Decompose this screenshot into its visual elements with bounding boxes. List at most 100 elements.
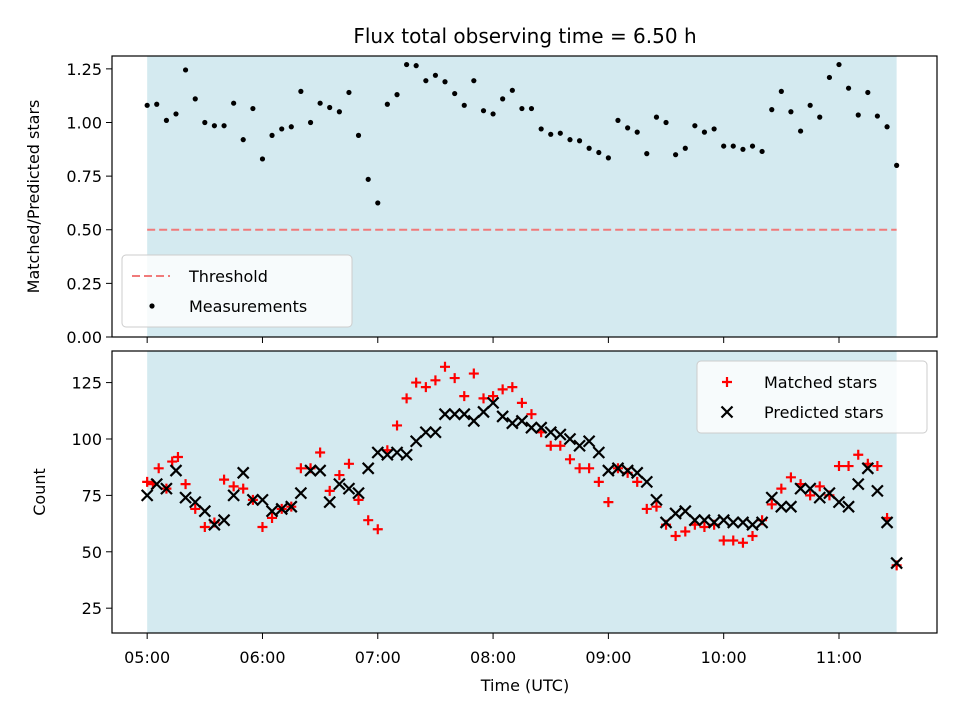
count-point	[265, 504, 279, 518]
count-point	[603, 497, 614, 508]
count-point	[477, 405, 490, 419]
ratio-y-tick-label: 1.25	[66, 60, 102, 79]
ratio-frame	[111, 55, 938, 338]
ratio-point	[759, 148, 765, 155]
count-point	[227, 489, 240, 502]
count-point	[717, 513, 730, 527]
count-point	[324, 485, 335, 496]
count-legend-box	[696, 360, 928, 434]
count-point	[813, 491, 827, 504]
count-point	[219, 474, 230, 485]
ratio-point	[182, 67, 189, 73]
count-point	[246, 493, 260, 507]
count-point	[525, 421, 538, 434]
ratio-series-0	[144, 61, 900, 206]
count-point	[851, 477, 865, 491]
count-point	[564, 454, 575, 465]
ratio-point	[173, 111, 179, 117]
ratio-point	[327, 104, 333, 111]
ratio-point	[509, 87, 515, 93]
ratio-point	[797, 128, 804, 134]
ratio-legend: Threshold Measurements	[121, 254, 353, 328]
count-point	[880, 516, 894, 529]
count-point	[353, 494, 364, 505]
count-point	[199, 521, 210, 532]
x-tick-label: 11:00	[816, 648, 862, 667]
count-point	[526, 409, 537, 420]
count-point	[861, 462, 875, 475]
ratio-point	[423, 78, 429, 84]
ratio-point	[701, 129, 708, 135]
count-point	[680, 526, 691, 537]
ratio-panel: 0.00 0.25 0.50 0.75 1.00 1.25 Matched/Predicte…	[24, 55, 938, 347]
count-point	[602, 464, 615, 477]
x-tick-label: 06:00	[239, 648, 285, 667]
count-point	[823, 486, 836, 500]
count-point	[853, 449, 864, 460]
count-point	[803, 482, 817, 495]
count-point	[534, 421, 548, 434]
count-point	[747, 530, 758, 541]
count-point	[784, 500, 798, 513]
ratio-point	[855, 112, 861, 118]
ratio-point	[355, 132, 362, 138]
count-point	[632, 476, 643, 487]
count-point	[315, 447, 326, 458]
count-y-tick-label: 25	[82, 599, 102, 618]
count-point	[285, 500, 298, 513]
legend-label: Measurements	[189, 297, 307, 316]
count-point	[257, 521, 268, 532]
ratio-point	[749, 143, 756, 149]
ratio-point	[721, 143, 727, 149]
count-point	[457, 407, 471, 421]
ratio-point	[528, 105, 535, 112]
ratio-point	[279, 126, 285, 132]
count-point	[167, 456, 178, 467]
count-point	[736, 516, 750, 529]
ratio-point	[250, 105, 256, 112]
ratio-point	[692, 123, 698, 129]
count-y-axis-label: Count	[30, 468, 49, 516]
count-point	[707, 516, 721, 529]
count-point	[651, 501, 662, 512]
count-y-tick-label: 125	[71, 374, 102, 393]
ratio-y-tick-label: 0.25	[66, 274, 102, 293]
count-point	[593, 476, 604, 487]
count-point	[160, 482, 173, 495]
count-point	[304, 464, 317, 477]
count-point	[372, 524, 383, 535]
ratio-legend-box	[121, 254, 353, 328]
ratio-point	[576, 138, 583, 144]
legend-dot-handle	[149, 303, 155, 309]
ratio-point	[480, 108, 487, 114]
count-point	[650, 493, 663, 507]
count-point	[448, 407, 461, 421]
count-point	[699, 521, 710, 532]
ratio-point	[682, 145, 688, 151]
count-point	[361, 462, 375, 475]
ratio-point	[490, 111, 496, 117]
count-point	[228, 481, 239, 492]
count-point	[611, 462, 625, 475]
count-point	[669, 507, 682, 520]
count-y-tick-label: 75	[82, 486, 102, 505]
ratio-point	[586, 145, 592, 151]
count-point	[640, 475, 654, 489]
count-series-1	[140, 396, 903, 570]
ratio-point	[471, 78, 477, 84]
count-point	[688, 513, 702, 527]
x-tick-label: 08:00	[470, 648, 516, 667]
count-point	[275, 502, 289, 516]
count-point	[515, 414, 529, 428]
count-point	[872, 461, 883, 472]
x-axis-label: Time (UTC)	[480, 676, 569, 695]
count-point	[486, 396, 500, 410]
x-tick-label: 10:00	[701, 648, 747, 667]
count-point	[333, 477, 346, 491]
count-point	[401, 393, 412, 404]
count-point	[545, 440, 556, 451]
count-point	[516, 397, 527, 408]
ratio-point	[625, 125, 631, 131]
ratio-point	[336, 109, 342, 115]
